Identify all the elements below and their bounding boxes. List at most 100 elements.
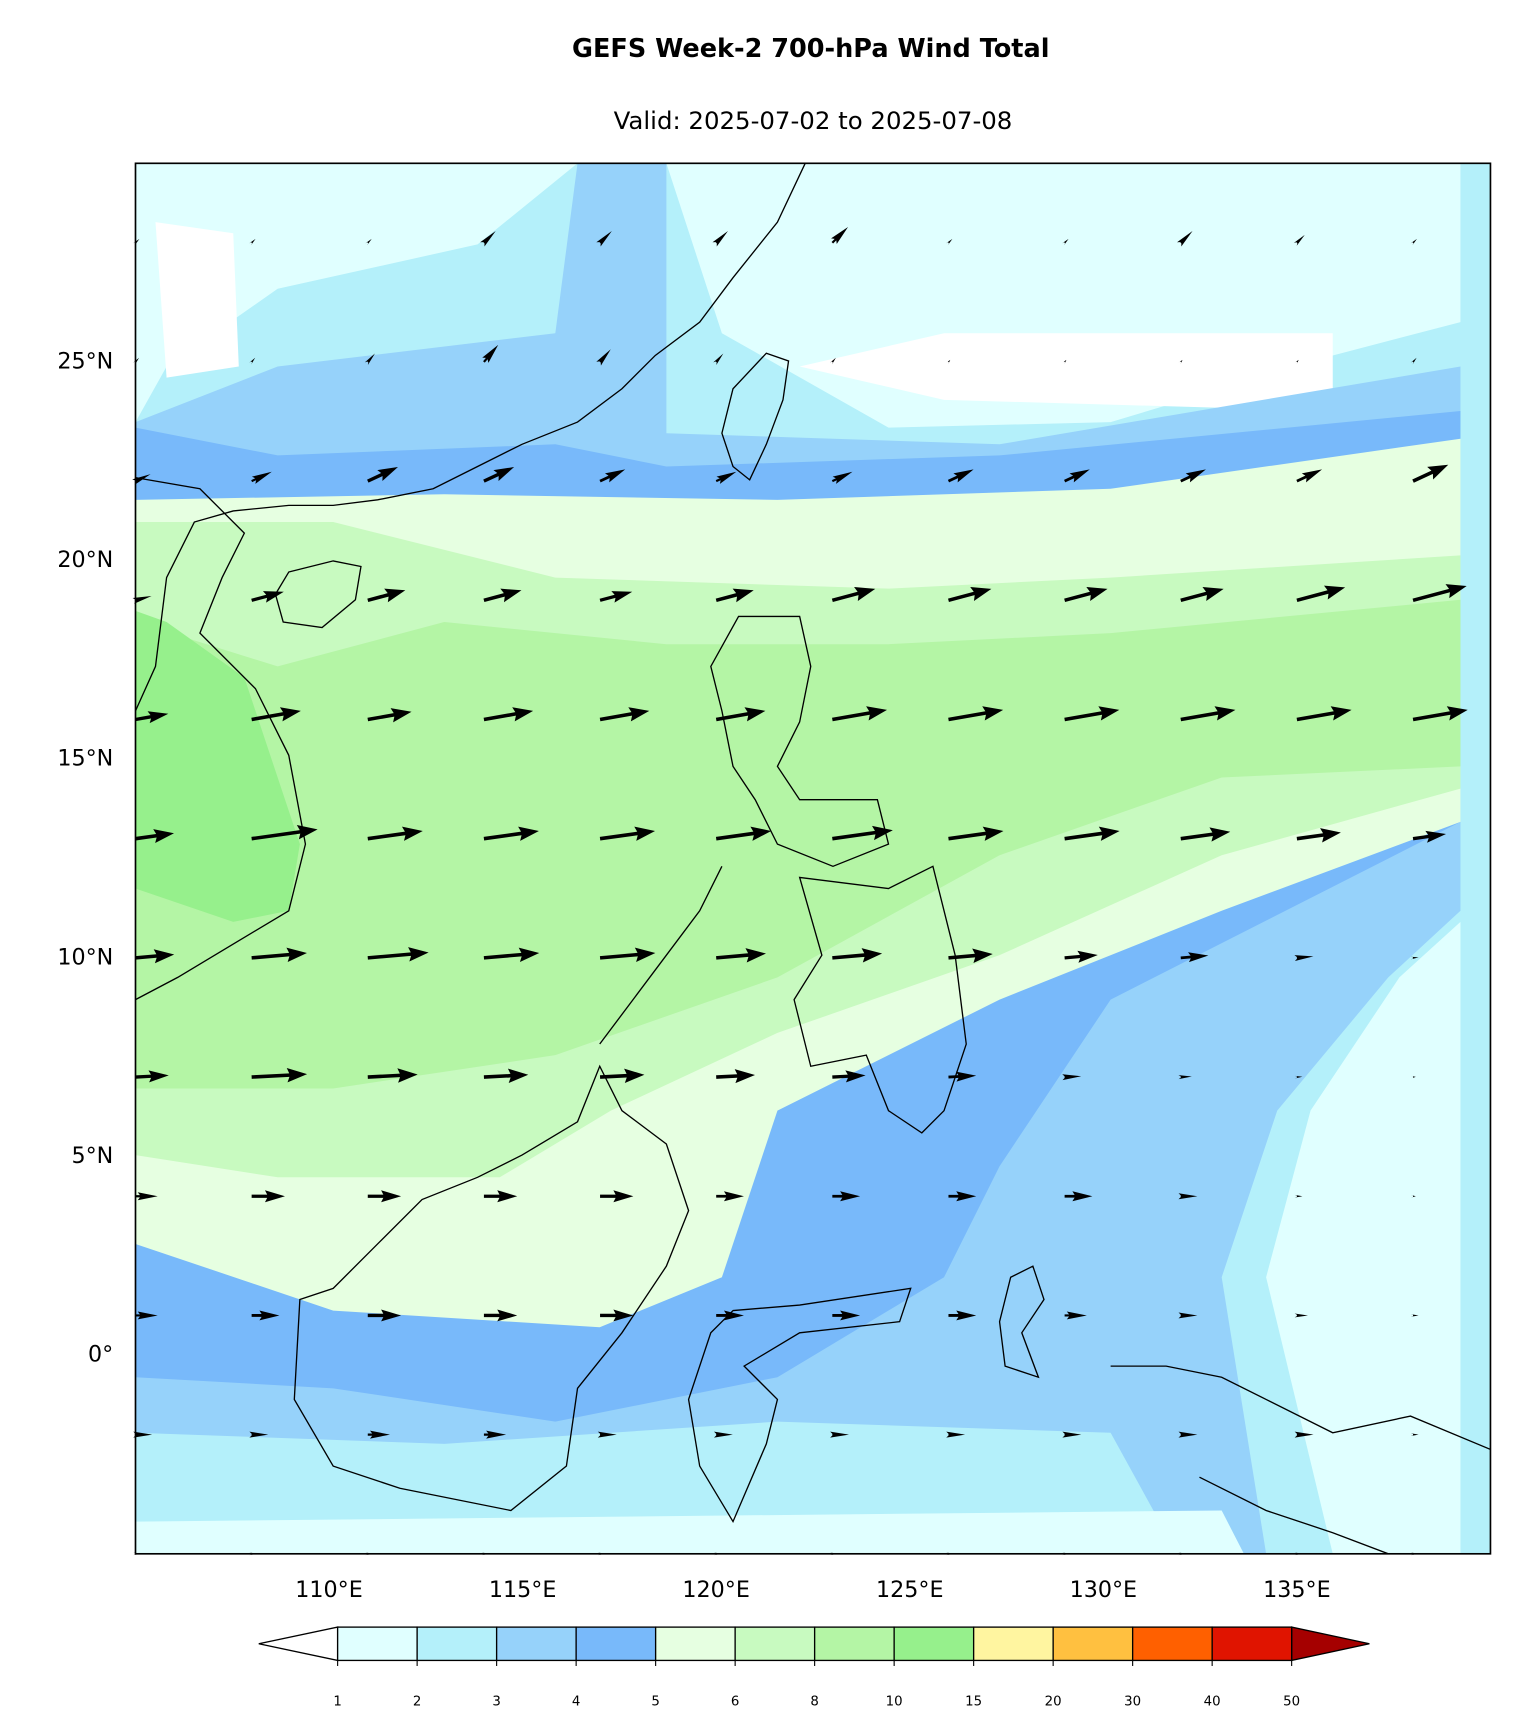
wind-arrow <box>367 1068 418 1083</box>
wind-arrow <box>251 471 272 484</box>
wind-arrow <box>1064 826 1120 841</box>
colorbar-segment <box>1211 1626 1293 1662</box>
wind-arrow <box>597 1431 617 1438</box>
wind-arrow <box>1410 1075 1416 1079</box>
wind-arrow <box>1062 1074 1082 1081</box>
coastlines <box>135 163 1491 1554</box>
wind-arrow <box>481 1552 490 1556</box>
halmahera <box>998 1265 1045 1379</box>
wind-arrow <box>600 1309 634 1322</box>
wind-arrow <box>1064 587 1108 603</box>
wind-arrow <box>135 1070 169 1083</box>
wind-arrow <box>364 353 375 365</box>
wind-arrow <box>599 947 656 962</box>
colorbar-label: 15 <box>965 1695 982 1710</box>
chart-subtitle: Valid: 2025-07-02 to 2025-07-08 <box>614 106 1013 135</box>
wind-arrow <box>716 1069 756 1084</box>
wind-arrow <box>1178 1431 1198 1438</box>
x-tick-label: 110°E <box>295 1577 363 1603</box>
wind-arrow <box>1410 357 1417 365</box>
wind-arrow <box>832 706 888 722</box>
wind-arrow <box>948 706 1004 722</box>
wind-arrow <box>251 1310 280 1321</box>
wind-arrow <box>596 230 612 247</box>
wind-arrow <box>1294 359 1299 365</box>
wind-arrow <box>367 1430 390 1439</box>
colorbar-segment <box>813 1626 895 1662</box>
wind-arrow <box>948 948 993 963</box>
wind-arrow <box>597 1552 606 1556</box>
wind-arrow <box>599 469 626 483</box>
wind-arrow <box>599 826 656 841</box>
wind-arrow <box>365 1552 374 1556</box>
visayas-mindanao <box>793 865 967 1134</box>
wind-arrow <box>1064 706 1120 722</box>
wind-arrow <box>1410 1433 1419 1436</box>
wind-arrow <box>132 238 140 246</box>
wind-arrow <box>596 349 611 366</box>
y-tick-label: 15°N <box>57 746 113 772</box>
wind-arrow <box>367 826 423 841</box>
wind-arrow <box>1296 828 1341 843</box>
wind-arrow <box>946 1431 966 1438</box>
wind-arrow <box>483 588 522 603</box>
colorbar-segment <box>416 1626 498 1662</box>
wind-arrow <box>1178 1312 1198 1319</box>
wind-arrow <box>133 1431 153 1438</box>
x-tick-label: 120°E <box>682 1577 750 1603</box>
chart-title: GEFS Week-2 700-hPa Wind Total <box>572 34 1049 64</box>
wind-arrow <box>1412 464 1449 483</box>
wind-arrow <box>830 1552 838 1556</box>
wind-arrow <box>1296 585 1346 603</box>
new-guinea <box>1110 1365 1491 1554</box>
y-tick-label: 0° <box>88 1342 113 1368</box>
colorbar-segment <box>734 1626 816 1662</box>
wind-arrow <box>1294 955 1314 962</box>
map-frame <box>134 162 1492 1555</box>
wind-arrow <box>832 1070 866 1083</box>
wind-arrow <box>1412 830 1447 843</box>
wind-arrow <box>132 474 151 485</box>
wind-arrow <box>716 1191 744 1202</box>
contour-band <box>135 610 300 922</box>
wind-arrow <box>946 359 951 365</box>
wind-arrow <box>249 357 256 365</box>
wind-arrow <box>1064 950 1098 963</box>
colorbar-segment <box>1131 1626 1213 1662</box>
colorbar-segment <box>893 1626 975 1662</box>
colorbar-label: 4 <box>572 1695 580 1710</box>
wind-arrow <box>948 587 992 603</box>
wind-arrow <box>713 1431 733 1438</box>
colorbar-under <box>258 1626 339 1662</box>
wind-arrow <box>832 1310 861 1321</box>
x-tick-label: 130°E <box>1070 1577 1138 1603</box>
wind-arrow <box>249 238 256 246</box>
wind-arrow <box>135 949 175 964</box>
wind-arrow <box>1410 1314 1419 1317</box>
wind-arrow <box>1064 469 1090 483</box>
wind-arrow <box>249 1552 258 1556</box>
wind-arrow <box>135 1192 158 1201</box>
wind-arrow <box>599 591 633 603</box>
contour-band <box>799 333 1333 411</box>
wind-arrow <box>715 707 766 722</box>
wind-arrow <box>1293 234 1305 246</box>
wind-arrow <box>830 1431 849 1438</box>
y-tick-label: 10°N <box>57 944 113 970</box>
wind-arrow <box>831 587 876 603</box>
wind-arrow <box>249 1431 269 1438</box>
axes: 110°E 115°E 120°E 125°E 130°E 135°E 0° 5°N 10°N 1… <box>57 348 1330 1603</box>
colorbar-segment <box>495 1626 577 1662</box>
wind-arrow <box>713 1552 722 1556</box>
wind-arrow <box>832 1191 861 1202</box>
colorbar-segment <box>1052 1626 1134 1662</box>
wind-arrow <box>367 1309 402 1322</box>
wind-arrow <box>831 471 853 484</box>
wind-arrow <box>946 1552 955 1556</box>
wind-arrow <box>945 238 953 246</box>
wind-arrow <box>1296 706 1352 722</box>
wind-arrow <box>135 829 174 843</box>
wind-arrow <box>948 1071 977 1082</box>
